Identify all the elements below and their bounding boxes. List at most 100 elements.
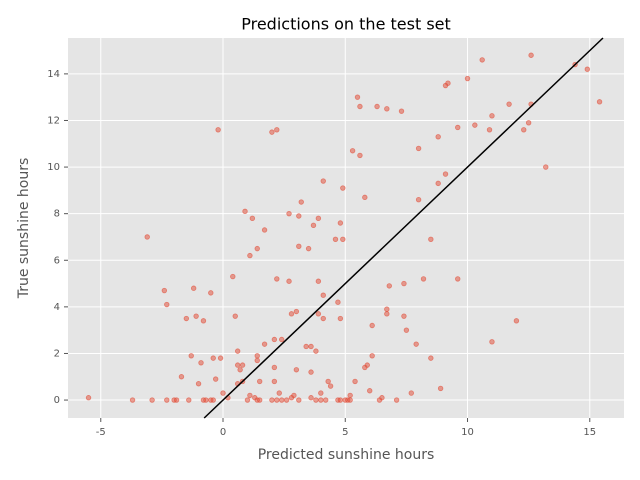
point bbox=[283, 397, 290, 403]
point bbox=[232, 313, 238, 319]
point bbox=[308, 369, 314, 375]
point bbox=[362, 194, 368, 201]
point bbox=[455, 124, 461, 131]
point bbox=[320, 292, 326, 298]
point bbox=[195, 381, 202, 387]
point bbox=[203, 397, 209, 403]
point bbox=[332, 236, 339, 242]
point bbox=[247, 252, 253, 259]
point bbox=[521, 127, 527, 133]
point bbox=[352, 378, 358, 385]
point bbox=[428, 355, 434, 361]
point bbox=[164, 301, 170, 308]
x-tick-label: 15 bbox=[583, 427, 596, 438]
point bbox=[291, 392, 297, 399]
point bbox=[506, 101, 512, 107]
point bbox=[486, 127, 493, 133]
point bbox=[415, 145, 422, 152]
point bbox=[149, 397, 155, 403]
point bbox=[237, 367, 243, 373]
point bbox=[357, 103, 363, 110]
point bbox=[403, 327, 410, 333]
point bbox=[354, 94, 361, 100]
point bbox=[455, 276, 461, 282]
point bbox=[320, 315, 326, 322]
point bbox=[479, 57, 485, 63]
point bbox=[367, 388, 373, 394]
point bbox=[315, 215, 322, 222]
point bbox=[435, 180, 441, 187]
point bbox=[173, 397, 180, 403]
point bbox=[364, 362, 370, 368]
point bbox=[271, 364, 278, 371]
point bbox=[274, 127, 280, 133]
point bbox=[347, 392, 353, 399]
point bbox=[161, 287, 168, 294]
point bbox=[340, 185, 346, 191]
point bbox=[242, 208, 248, 215]
point bbox=[386, 283, 392, 289]
y-tick-label: 8 bbox=[54, 209, 60, 220]
point bbox=[347, 397, 353, 403]
point bbox=[293, 367, 300, 373]
point bbox=[437, 385, 444, 392]
point bbox=[220, 390, 226, 396]
point bbox=[234, 348, 241, 354]
point bbox=[198, 360, 204, 366]
point bbox=[286, 210, 292, 217]
y-tick-label: 6 bbox=[54, 255, 60, 266]
y-tick-label: 14 bbox=[47, 69, 60, 80]
point bbox=[315, 278, 322, 284]
x-tick-label: 10 bbox=[461, 427, 474, 438]
point bbox=[293, 308, 300, 315]
point bbox=[193, 313, 199, 319]
point bbox=[379, 395, 385, 401]
point bbox=[269, 397, 275, 403]
x-axis-label: Predicted sunshine hours bbox=[258, 447, 435, 463]
y-axis-label: True sunshine hours bbox=[16, 158, 32, 300]
point bbox=[200, 318, 207, 324]
point bbox=[384, 306, 390, 312]
point bbox=[472, 122, 478, 128]
point bbox=[254, 245, 260, 252]
point bbox=[335, 299, 341, 305]
point bbox=[327, 383, 334, 389]
point bbox=[369, 353, 375, 359]
point bbox=[584, 66, 591, 72]
point bbox=[318, 390, 324, 396]
point bbox=[212, 376, 219, 382]
point bbox=[183, 315, 190, 322]
point bbox=[247, 392, 253, 399]
point bbox=[428, 236, 434, 242]
y-tick-label: 12 bbox=[47, 115, 60, 126]
point bbox=[442, 171, 449, 177]
point bbox=[337, 220, 344, 226]
point bbox=[261, 341, 268, 347]
point bbox=[276, 390, 282, 396]
point bbox=[337, 315, 344, 322]
point bbox=[384, 106, 390, 112]
point bbox=[256, 378, 263, 385]
point bbox=[420, 276, 427, 282]
point bbox=[261, 227, 268, 233]
point bbox=[298, 199, 304, 205]
point bbox=[256, 397, 263, 403]
y-tick-label: 4 bbox=[54, 302, 60, 313]
point bbox=[308, 395, 314, 401]
point bbox=[323, 397, 329, 403]
point bbox=[313, 348, 319, 354]
point bbox=[513, 318, 520, 324]
point bbox=[303, 343, 309, 350]
chart-title: Predictions on the test set bbox=[241, 15, 451, 34]
point bbox=[271, 336, 278, 343]
point bbox=[190, 285, 197, 291]
point bbox=[274, 276, 280, 282]
point bbox=[230, 273, 236, 280]
point bbox=[210, 397, 216, 403]
point bbox=[528, 52, 534, 58]
point bbox=[286, 278, 292, 284]
point bbox=[254, 353, 260, 359]
point bbox=[296, 243, 302, 249]
point bbox=[278, 397, 285, 403]
